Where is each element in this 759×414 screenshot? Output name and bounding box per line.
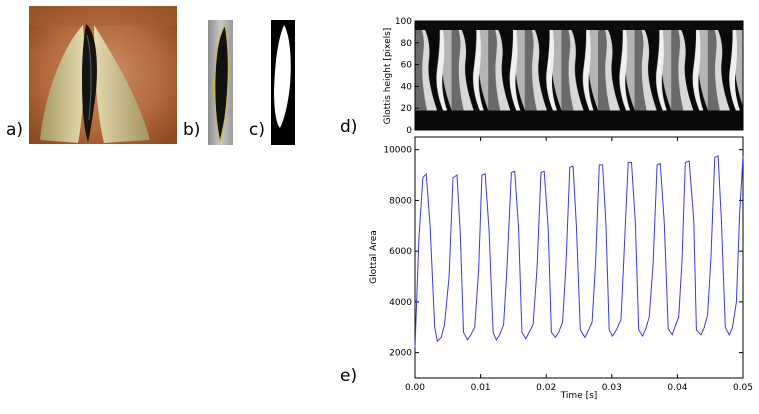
chart-ytick-label: 6000 (389, 247, 412, 257)
chart-ylabel: Glottal Area (369, 230, 379, 284)
segmentation-overlay-image (208, 20, 233, 145)
glottal-area-chart: 0.00 0.01 0.02 0.03 0.04 0.05 2000 4000 6000 8000… (369, 136, 753, 401)
kymogram-ytick-label: 100 (395, 17, 412, 27)
panel-label-e: e) (340, 366, 358, 386)
chart-xtick-label: 0.04 (667, 383, 687, 393)
kymogram-ylabel: Glottis height [pixels] (383, 28, 393, 125)
panel-label-b: b) (183, 120, 201, 140)
chart-ytick-label: 4000 (389, 298, 412, 308)
chart-xtick-label: 0.03 (602, 383, 622, 393)
endoscopic-image (29, 6, 177, 144)
chart-xtick-label: 0.01 (471, 383, 491, 393)
kymogram-ytick-label: 40 (401, 82, 413, 92)
panel-label-c: c) (249, 120, 265, 140)
chart-xtick-label: 0.02 (536, 383, 556, 393)
chart-ytick-label: 10000 (383, 146, 412, 156)
chart-xlabel: Time [s] (560, 391, 598, 401)
kymogram-ytick-label: 0 (406, 126, 412, 136)
panel-label-d: d) (340, 117, 358, 137)
kymogram-ytick-label: 60 (401, 61, 413, 71)
chart-ytick-label: 2000 (389, 349, 412, 359)
chart-xtick-label: 0.00 (405, 383, 425, 393)
kymogram-panel: 100 80 60 40 20 0 Glottis height [pixels] (383, 17, 744, 136)
chart-xtick-label: 0.05 (733, 383, 753, 393)
kymogram-ytick-label: 20 (401, 104, 413, 114)
chart-ytick-label: 8000 (389, 196, 412, 206)
kymogram-ytick-label: 80 (401, 39, 413, 49)
glottal-area-series-line (414, 155, 744, 348)
kymogram-image (415, 21, 743, 130)
panel-label-a: a) (6, 120, 24, 140)
binary-mask-image (271, 20, 295, 145)
